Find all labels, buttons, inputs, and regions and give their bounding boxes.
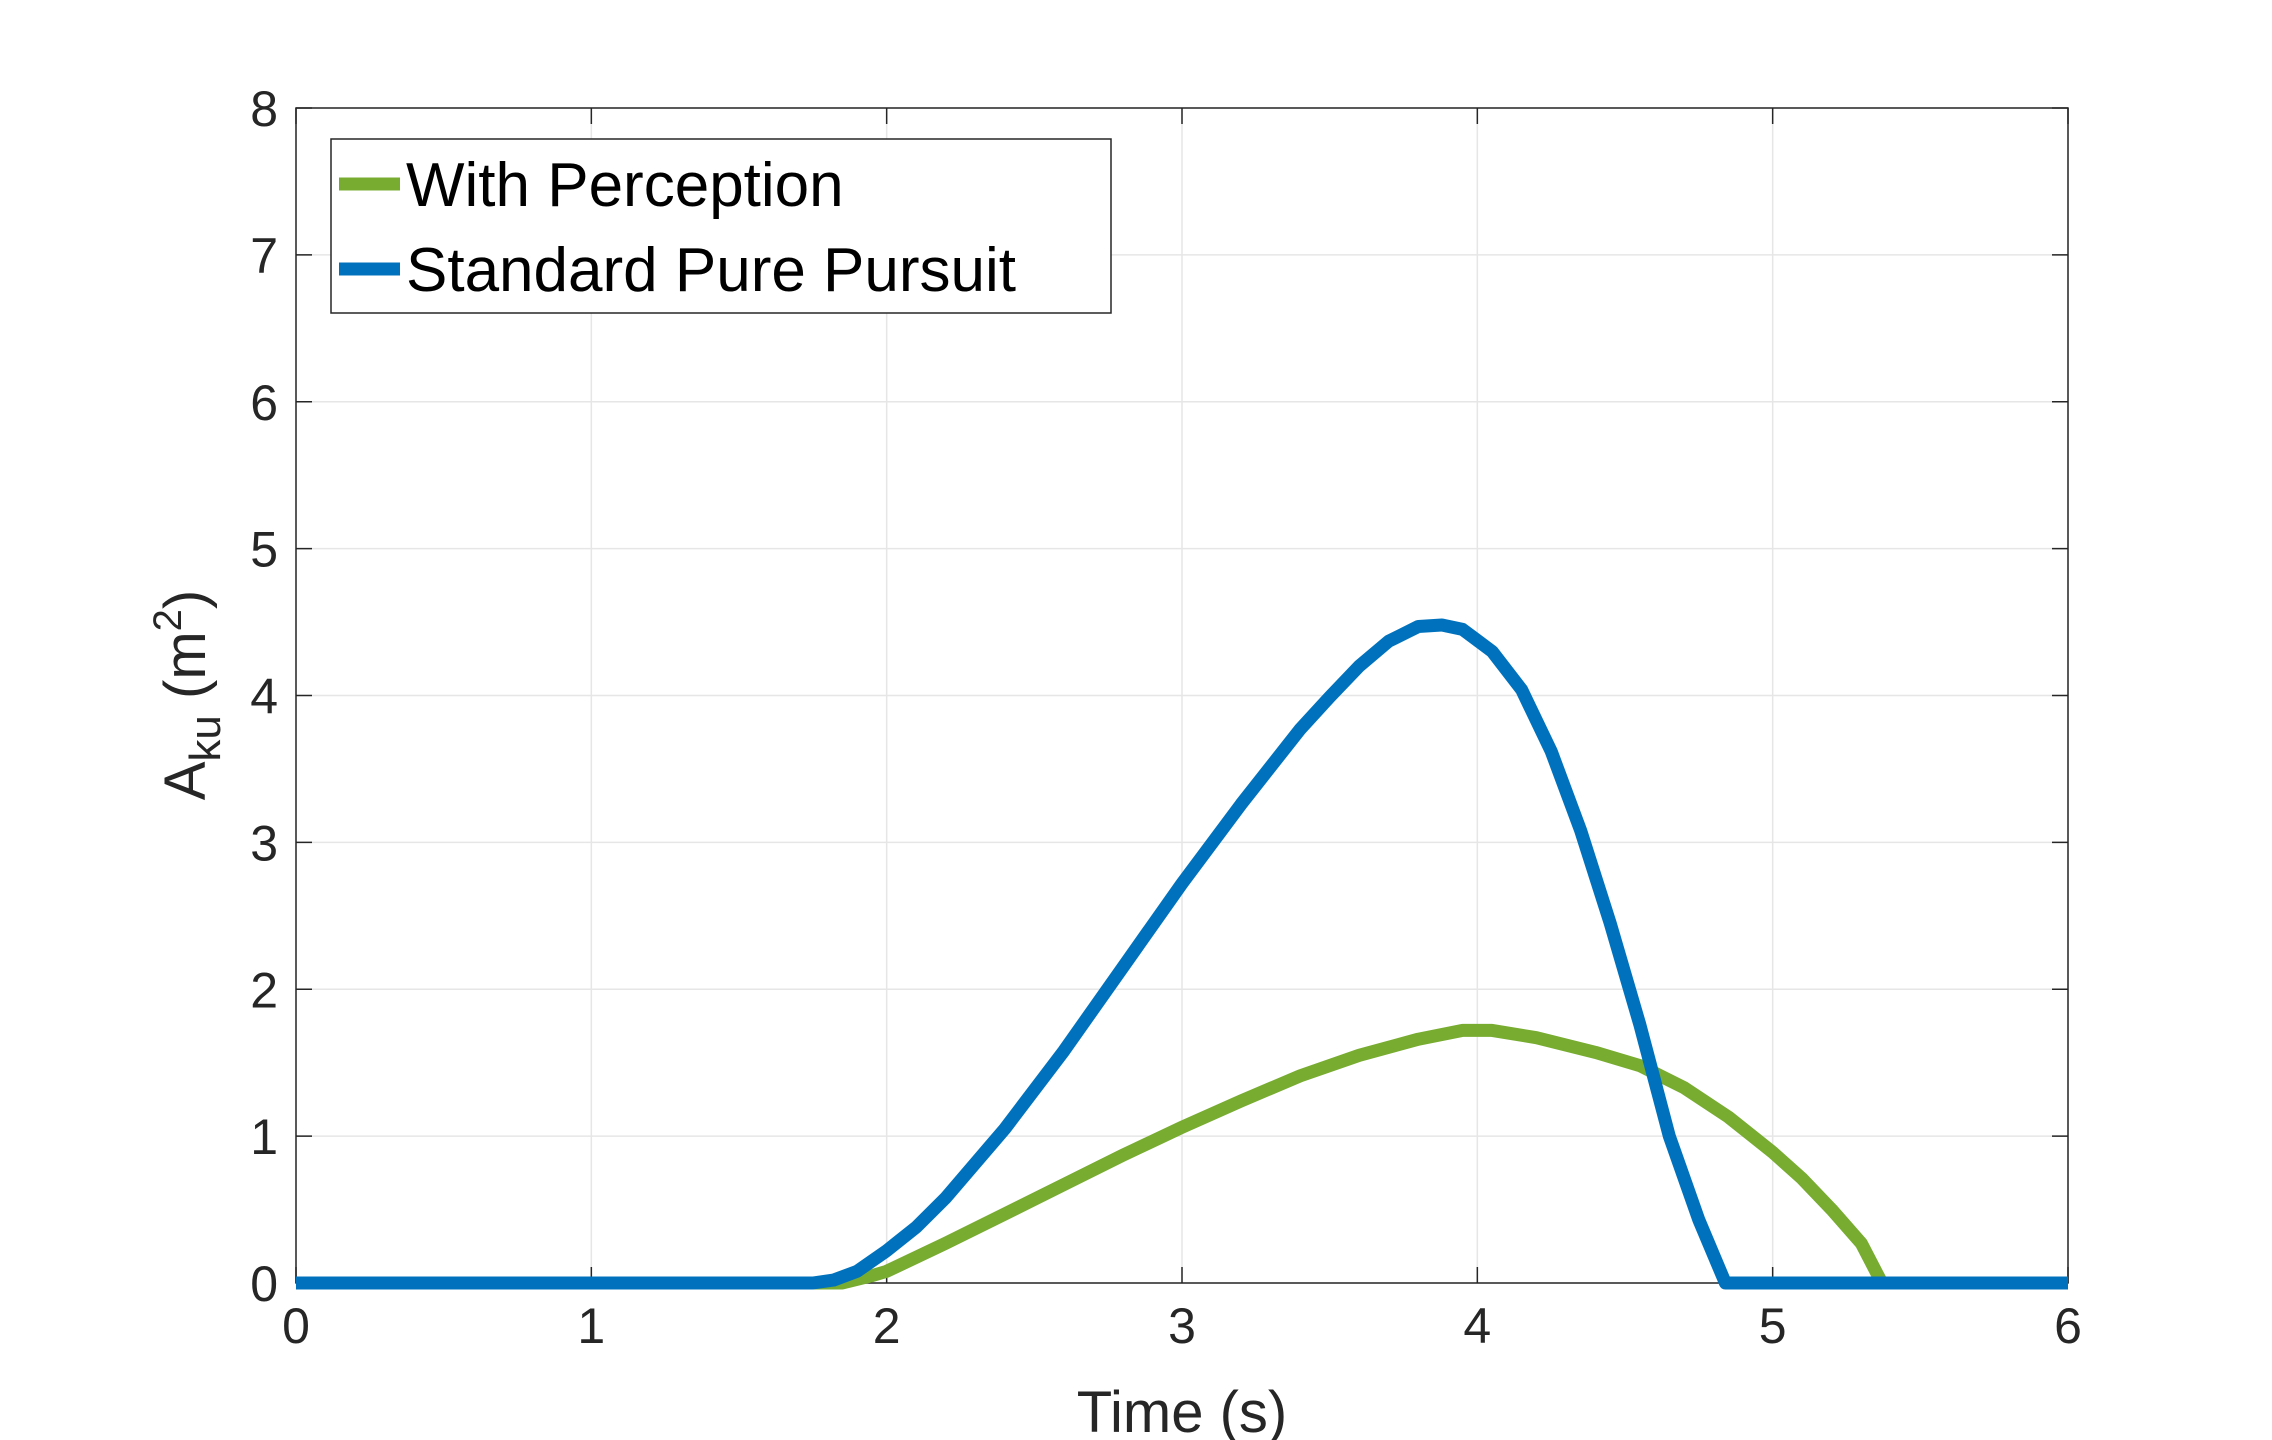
legend-box xyxy=(330,138,1112,314)
x-tick-label: 2 xyxy=(873,1298,901,1354)
y-tick-label: 8 xyxy=(250,81,278,137)
legend-label-with-perception: With Perception xyxy=(406,151,844,220)
y-tick-label: 0 xyxy=(250,1256,278,1312)
series-line-standard-pure-pursuit xyxy=(296,618,2068,1290)
series-line-with-perception xyxy=(296,1023,2068,1290)
series-lines xyxy=(296,618,2068,1290)
y-axis-label-main: A xyxy=(153,761,218,800)
y-tick-label: 4 xyxy=(250,669,278,725)
x-tick-label: 0 xyxy=(282,1298,310,1354)
x-tick-label: 4 xyxy=(1463,1298,1491,1354)
y-tick-label: 3 xyxy=(250,815,278,871)
x-tick-label: 1 xyxy=(577,1298,605,1354)
y-tick-label: 2 xyxy=(250,962,278,1018)
y-axis-label-superscript: 2 xyxy=(146,609,190,631)
y-axis-label: Aku (m2) xyxy=(146,590,230,801)
axis-ticks: 0 1 2 3 4 5 6 0 1 2 3 4 5 6 7 8 xyxy=(250,81,2082,1354)
x-tick-label: 5 xyxy=(1759,1298,1787,1354)
y-tick-label: 5 xyxy=(250,522,278,578)
y-axis-label-close: ) xyxy=(153,590,218,609)
legend: With Perception Standard Pure Pursuit xyxy=(330,138,1112,314)
y-tick-label: 6 xyxy=(250,375,278,431)
y-axis-label-subscript: ku xyxy=(181,715,230,761)
y-axis-label-unit: (m xyxy=(153,631,218,715)
x-tick-label: 3 xyxy=(1168,1298,1196,1354)
y-tick-label: 7 xyxy=(250,228,278,284)
y-tick-label: 1 xyxy=(250,1109,278,1165)
x-axis-label: Time (s) xyxy=(1077,1380,1287,1440)
x-tick-label: 6 xyxy=(2054,1298,2082,1354)
legend-label-standard-pure-pursuit: Standard Pure Pursuit xyxy=(406,236,1016,305)
